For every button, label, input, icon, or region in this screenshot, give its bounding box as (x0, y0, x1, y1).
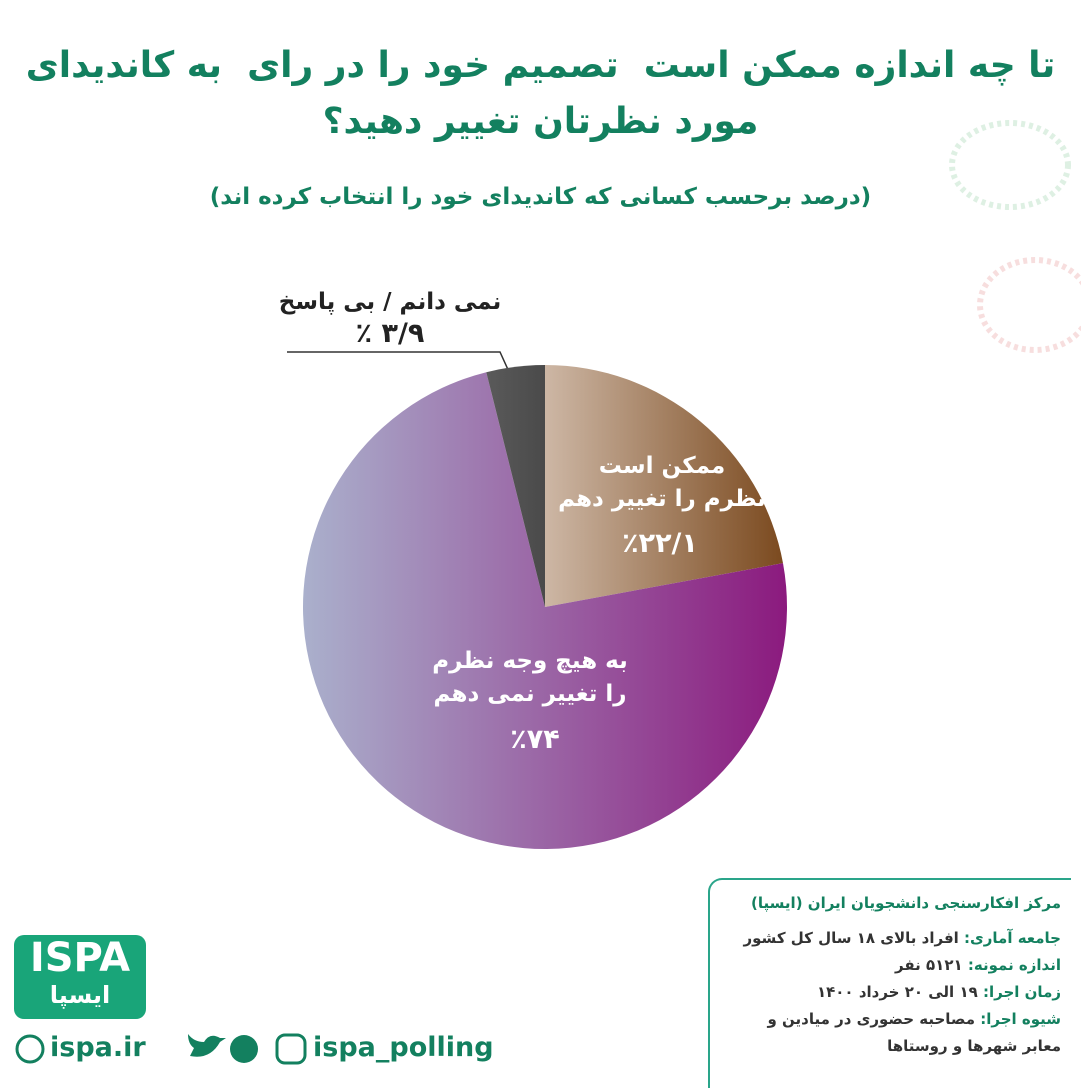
logo-latin: ISPA (29, 935, 131, 981)
footer-label: جامعه آماری: (964, 929, 1061, 947)
footer-label: اندازه نمونه: (967, 956, 1061, 974)
web-icon (15, 1034, 45, 1064)
telegram-icon (230, 1035, 258, 1063)
footer-row: جامعه آماری: افراد بالای ۱۸ سال کل کشور (710, 925, 1061, 952)
footer-value: ۱۹ الی ۲۰ خرداد ۱۴۰۰ (816, 983, 978, 1001)
pie-slice (545, 365, 783, 607)
footer-value: مصاحبه حضوری در میادین و معابر شهرها و ر… (767, 1010, 1061, 1055)
value-label: ٪۷۴ (510, 724, 560, 755)
twitter-icon (188, 1034, 226, 1057)
footer-org: مرکز افکارسنجی دانشجویان ایران (ایسپا) (751, 894, 1061, 912)
footer-row: زمان اجرا: ۱۹ الی ۲۰ خرداد ۱۴۰۰ (710, 979, 1061, 1006)
chart-title: تا چه اندازه ممکن است تصمیم خود را در را… (25, 45, 1056, 142)
handle-link[interactable]: ispa_polling (313, 1032, 494, 1063)
footer-value: ۵۱۲۱ نفر (895, 956, 963, 974)
pie-slice (486, 365, 545, 607)
footer-label: شیوه اجرا: (980, 1010, 1061, 1028)
footer: مرکز افکارسنجی دانشجویان ایران (ایسپا) ج… (708, 878, 1071, 1088)
footer-row: اندازه نمونه: ۵۱۲۱ نفر (710, 952, 1061, 979)
slice-label: ممکن است نظرم را تغییر دهم (558, 453, 766, 512)
value-label: ٪ ۳/۹ (355, 318, 425, 349)
footer-row: شیوه اجرا: مصاحبه حضوری در میادین و معاب… (710, 1006, 1061, 1060)
slice-label: نمی دانم / بی پاسخ (278, 289, 502, 315)
footer-value: افراد بالای ۱۸ سال کل کشور (743, 929, 959, 947)
fingerprint-decoration (949, 120, 1081, 353)
instagram-icon (275, 1033, 307, 1065)
logo-persian: ایسپا (49, 981, 111, 1009)
pie-slice (302, 372, 787, 849)
footer-label: زمان اجرا: (982, 983, 1061, 1001)
logo: ISPA ایسپا (14, 935, 146, 1019)
slice-label: به هیچ وجه نظرم را تغییر نمی دهم (432, 648, 628, 707)
value-label: ٪۲۲/۱ (622, 528, 698, 559)
website-link[interactable]: ispa.ir (50, 1032, 146, 1063)
chart-subtitle: (درصد برحسب کسانی که کاندیدای خود را انت… (209, 184, 872, 210)
